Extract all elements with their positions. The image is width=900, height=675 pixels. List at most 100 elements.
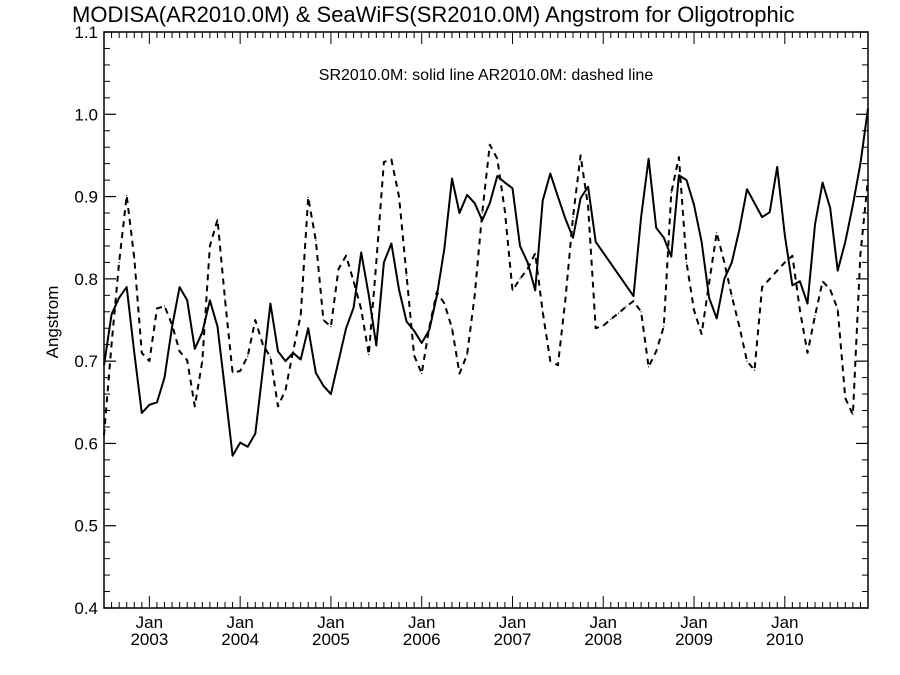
data-point — [443, 302, 445, 305]
data-point — [663, 326, 665, 328]
data-point — [451, 327, 453, 329]
y-tick-label: 0.8 — [74, 270, 98, 289]
x-tick-year-label: 2008 — [584, 630, 622, 649]
x-tick-year-label: 2005 — [312, 630, 350, 649]
data-point — [103, 434, 105, 436]
x-tick-month-label: Jan — [771, 613, 798, 632]
data-point — [148, 404, 150, 406]
data-point — [670, 191, 672, 194]
x-tick-month-label: Jan — [499, 613, 526, 632]
data-point — [254, 319, 256, 321]
data-point — [527, 261, 529, 263]
y-tick-label: 0.9 — [74, 188, 98, 207]
data-point — [284, 360, 287, 362]
data-point — [436, 291, 438, 293]
data-point — [822, 280, 824, 282]
data-point — [496, 158, 498, 160]
data-point — [118, 297, 120, 299]
data-point — [368, 354, 370, 356]
data-point — [761, 286, 763, 288]
data-point — [345, 255, 347, 257]
data-point — [511, 289, 514, 291]
data-point — [595, 327, 597, 329]
data-point — [791, 284, 794, 286]
data-point — [300, 314, 302, 316]
x-tick-year-label: 2009 — [675, 630, 713, 649]
x-tick-year-label: 2010 — [766, 630, 804, 649]
x-tick-month-label: Jan — [590, 613, 617, 632]
series-SR2010.0M — [103, 107, 869, 457]
data-point — [867, 107, 869, 110]
data-point — [731, 295, 733, 297]
data-point — [746, 360, 748, 362]
data-point — [474, 202, 476, 204]
data-point — [406, 321, 408, 323]
data-point — [171, 326, 173, 328]
y-tick-label: 0.4 — [74, 599, 98, 618]
x-tick-month-label: Jan — [317, 613, 344, 632]
data-point — [300, 358, 302, 361]
data-point — [822, 182, 824, 184]
data-point — [126, 286, 128, 288]
data-point — [708, 282, 710, 284]
data-point — [239, 442, 241, 444]
x-tick-month-label: Jan — [680, 613, 707, 632]
data-point — [806, 302, 809, 305]
data-point — [799, 309, 801, 311]
data-point — [269, 356, 271, 358]
data-point — [398, 196, 400, 198]
data-point — [337, 268, 340, 270]
data-point — [648, 158, 650, 160]
data-point — [254, 433, 256, 435]
data-point — [776, 166, 778, 168]
data-point — [716, 317, 718, 319]
data-point — [549, 360, 551, 362]
data-point — [353, 280, 355, 282]
data-point — [625, 306, 627, 308]
series-line-dashed — [103, 143, 869, 436]
data-point — [103, 364, 105, 366]
data-point — [126, 195, 128, 197]
data-point — [564, 218, 567, 220]
data-point — [814, 315, 816, 317]
data-point — [201, 331, 203, 333]
x-tick-year-label: 2006 — [403, 630, 441, 649]
y-tick-label: 1.1 — [74, 23, 98, 42]
data-point — [421, 342, 423, 344]
x-tick-year-label: 2007 — [494, 630, 532, 649]
data-point — [731, 261, 733, 263]
data-point — [791, 255, 794, 257]
data-point — [262, 344, 264, 346]
data-point — [557, 364, 559, 366]
data-point — [277, 405, 279, 407]
chart-title: MODISA(AR2010.0M) & SeaWiFS(SR2010.0M) A… — [72, 2, 795, 27]
plot-frame — [103, 31, 869, 609]
data-point — [837, 308, 839, 310]
data-point — [111, 343, 113, 345]
data-point — [723, 278, 725, 280]
data-point — [852, 414, 854, 416]
data-point — [784, 261, 786, 263]
data-point — [852, 204, 854, 206]
data-point — [179, 350, 181, 352]
data-point — [549, 172, 551, 175]
data-point — [481, 212, 483, 214]
data-point — [640, 311, 642, 313]
data-point — [580, 154, 582, 156]
data-point — [406, 275, 408, 277]
legend-annotation: SR2010.0M: solid line AR2010.0M: dashed … — [319, 67, 654, 84]
data-point — [322, 319, 324, 321]
data-point — [602, 325, 604, 327]
data-point — [496, 175, 498, 177]
data-point — [519, 278, 521, 280]
data-point — [746, 188, 748, 190]
data-point — [148, 360, 150, 362]
data-point — [133, 257, 135, 259]
y-tick-label: 1.0 — [74, 105, 98, 124]
data-point — [655, 350, 657, 352]
data-point — [224, 389, 226, 391]
data-point — [693, 309, 695, 311]
data-point — [542, 311, 544, 313]
data-point — [171, 324, 173, 326]
